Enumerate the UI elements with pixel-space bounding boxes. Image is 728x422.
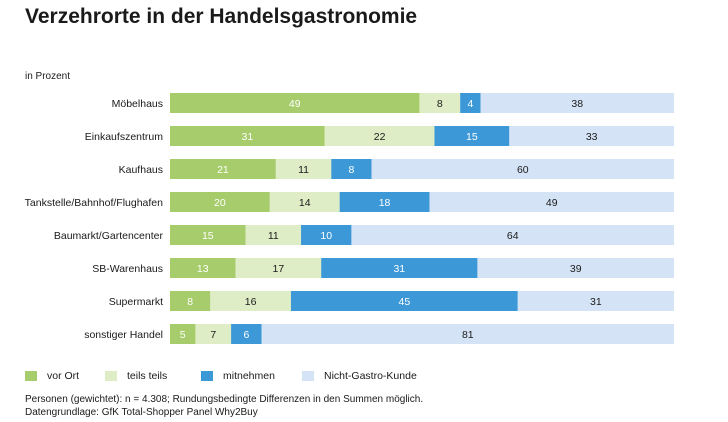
bar-segment: [429, 192, 674, 212]
bar-segment: [509, 126, 674, 146]
chart-title: Verzehrorte in der Handelsgastronomie: [25, 5, 418, 28]
bar-value-label: 15: [202, 230, 214, 242]
bar-segment: [195, 324, 232, 344]
bar-value-label: 7: [210, 329, 216, 341]
bar-value-label: 11: [298, 164, 309, 176]
bar-segment: [261, 324, 674, 344]
legend: vor Ort teils teils mitnehmen Nicht-Gast…: [25, 370, 705, 384]
bar-value-label: 20: [214, 197, 226, 209]
unit-label: in Prozent: [25, 71, 71, 82]
bar-segment: [434, 126, 510, 146]
bar-segment: [371, 159, 674, 179]
bar-segment: [210, 291, 291, 311]
legend-swatch: [302, 371, 314, 381]
category-label: Kaufhaus: [119, 164, 163, 176]
category-label: sonstiger Handel: [84, 329, 163, 341]
bar-value-label: 16: [245, 296, 257, 308]
footnote-source: Datengrundlage: GfK Total-Shopper Panel …: [25, 407, 258, 418]
legend-item-nicht-gastro-kunde: Nicht-Gastro-Kunde: [302, 370, 417, 382]
bar-segment: [301, 225, 352, 245]
bar-value-label: 4: [467, 98, 473, 110]
bar-value-label: 17: [273, 263, 285, 275]
bar-segment: [245, 225, 302, 245]
bar-value-label: 49: [289, 98, 301, 110]
bar-segment: [290, 291, 518, 311]
legend-swatch: [105, 371, 117, 381]
bar-value-label: 31: [393, 263, 405, 275]
bar-value-label: 38: [571, 98, 583, 110]
bar-value-label: 18: [379, 197, 391, 209]
category-label: Möbelhaus: [112, 98, 163, 110]
category-label: Einkaufszentrum: [85, 131, 163, 143]
category-label: SB-Warenhaus: [92, 263, 163, 275]
legend-item-vor-ort: vor Ort: [25, 370, 79, 382]
bar-segment: [339, 192, 430, 212]
bar-segment: [477, 258, 674, 278]
bar-segment: [321, 258, 478, 278]
bar-value-label: 31: [242, 131, 254, 143]
bar-segment: [480, 93, 674, 113]
bar-value-label: 21: [217, 164, 229, 176]
footnotes: Personen (gewichtet): n = 4.308; Rundung…: [25, 393, 423, 419]
bar-segment: [170, 192, 270, 212]
bar-value-label: 15: [466, 131, 478, 143]
bar-value-label: 64: [507, 230, 519, 242]
bar-segment: [517, 291, 674, 311]
bar-segment: [351, 225, 674, 245]
bar-value-label: 14: [299, 197, 311, 209]
bar-segment: [170, 93, 420, 113]
bar-value-label: 33: [586, 131, 598, 143]
bar-segment: [419, 93, 461, 113]
bar-segment: [170, 159, 276, 179]
bar-value-label: 8: [437, 98, 443, 110]
bar-segment: [170, 291, 211, 311]
bar-value-label: 8: [187, 296, 193, 308]
legend-label: Nicht-Gastro-Kunde: [324, 370, 417, 382]
legend-label: mitnehmen: [223, 370, 275, 382]
bar-value-label: 60: [517, 164, 529, 176]
bar-value-label: 6: [243, 329, 249, 341]
bar-segment: [231, 324, 262, 344]
legend-swatch: [25, 371, 37, 381]
bar-segment: [235, 258, 322, 278]
category-label: Tankstelle/Bahnhof/Flughafen: [25, 197, 164, 209]
bar-value-label: 5: [180, 329, 186, 341]
bar-segment: [170, 258, 236, 278]
bar-value-label: 31: [590, 296, 602, 308]
legend-label: teils teils: [127, 370, 168, 382]
bar-value-label: 11: [268, 230, 279, 242]
bar-segment: [170, 225, 246, 245]
bar-segment: [331, 159, 372, 179]
footnote-sample: Personen (gewichtet): n = 4.308; Rundung…: [25, 394, 424, 405]
bar-value-label: 39: [570, 263, 582, 275]
bar-value-label: 49: [546, 197, 558, 209]
legend-swatch: [201, 371, 213, 381]
category-label: Supermarkt: [109, 296, 163, 308]
bar-segment: [170, 126, 325, 146]
bar-value-label: 45: [399, 296, 411, 308]
bar-segment: [324, 126, 435, 146]
bar-value-label: 81: [462, 329, 474, 341]
bar-segment: [269, 192, 340, 212]
bar-value-label: 22: [374, 131, 386, 143]
category-label: Baumarkt/Gartencenter: [54, 230, 164, 242]
bar-segment: [170, 324, 196, 344]
legend-item-teils-teils: teils teils: [105, 370, 167, 382]
bar-segment: [460, 93, 481, 113]
bar-value-label: 10: [320, 230, 332, 242]
bar-segment: [275, 159, 332, 179]
bar-value-label: 8: [349, 164, 355, 176]
legend-item-mitnehmen: mitnehmen: [201, 370, 275, 382]
legend-label: vor Ort: [47, 370, 80, 382]
bar-value-label: 13: [197, 263, 209, 275]
